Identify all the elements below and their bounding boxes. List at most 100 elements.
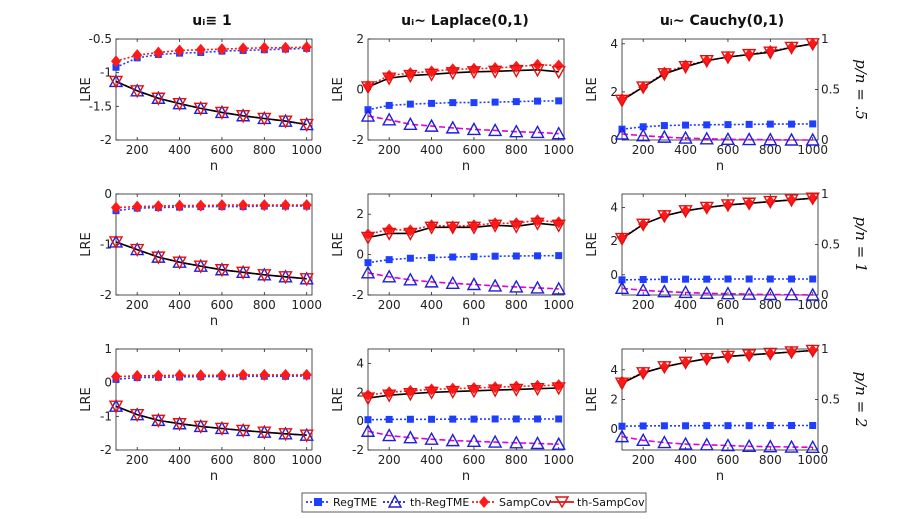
point-th-sampcov <box>466 66 482 80</box>
point-regtme <box>534 415 542 423</box>
series-line-th-regtme <box>367 430 559 445</box>
col-title-3: uᵢ∼ Cauchy(0,1) <box>660 13 784 29</box>
y-tick-label: -1 <box>100 409 112 423</box>
plot-area <box>621 348 819 451</box>
point-th-sampcov <box>257 269 272 283</box>
right-tick-label: 0.5 <box>821 83 840 97</box>
series-line-regtme <box>367 100 559 111</box>
series-group <box>614 344 820 454</box>
point-th-regtme <box>382 428 397 442</box>
point-th-sampcov <box>108 236 124 250</box>
x-tick-label: 400 <box>168 453 191 467</box>
point-th-sampcov <box>551 219 566 233</box>
y-tick-label: 0 <box>610 133 618 147</box>
point-regtme <box>534 97 542 105</box>
point-th-regtme <box>636 432 651 447</box>
point-th-regtme <box>466 277 482 291</box>
point-th-sampcov <box>193 260 208 274</box>
point-th-regtme <box>657 129 672 143</box>
point-regtme <box>428 254 436 262</box>
plot-area <box>115 193 313 296</box>
point-th-sampcov <box>193 420 208 434</box>
point-sampcov <box>638 366 649 379</box>
y-tick-label: -1 <box>100 66 112 80</box>
y-axis-label: LRE <box>585 232 600 257</box>
legend-label-regtme: RegTME <box>333 496 377 509</box>
point-sampcov <box>786 345 797 358</box>
point-th-regtme <box>678 285 693 299</box>
point-th-regtme <box>784 132 799 146</box>
point-th-sampcov <box>403 227 418 241</box>
point-regtme <box>470 253 478 261</box>
point-th-regtme <box>657 284 672 298</box>
point-sampcov <box>701 352 712 365</box>
series-line-th-sampcov <box>621 349 813 384</box>
point-th-sampcov <box>784 346 799 360</box>
x-axis-label: n <box>716 159 724 174</box>
y-tick-label: 2 <box>610 85 618 99</box>
point-th-sampcov <box>509 64 524 79</box>
point-sampcov <box>280 368 291 381</box>
point-th-sampcov <box>424 68 439 82</box>
x-tick-label: 200 <box>126 453 149 467</box>
y-tick-label: -1 <box>100 238 112 252</box>
point-th-sampcov <box>130 243 145 258</box>
x-tick-label: 200 <box>378 298 401 312</box>
point-th-regtme <box>699 437 714 451</box>
y-tick-label: -1.5 <box>89 99 112 113</box>
point-th-sampcov <box>763 195 778 210</box>
x-axis-label: n <box>716 469 724 484</box>
x-tick-label: 800 <box>505 298 528 312</box>
point-sampcov <box>659 209 670 222</box>
point-th-sampcov <box>360 392 376 406</box>
point-sampcov <box>280 199 291 212</box>
point-th-regtme <box>403 116 418 131</box>
x-tick-label: 1000 <box>543 453 574 467</box>
point-th-sampcov <box>445 221 460 235</box>
point-th-sampcov <box>235 424 251 438</box>
point-th-sampcov <box>551 66 566 80</box>
point-th-regtme <box>530 436 545 450</box>
x-tick-label: 1000 <box>291 453 322 467</box>
point-th-sampcov <box>108 75 124 89</box>
legend-item-sampcov: SampCov <box>472 496 552 509</box>
point-regtme <box>703 275 711 283</box>
point-regtme <box>809 120 817 128</box>
point-sampcov <box>786 193 797 206</box>
point-th-sampcov <box>424 386 439 400</box>
row-label: p/n = 2 <box>852 372 870 428</box>
y-tick-label: 0 <box>104 376 112 390</box>
point-th-sampcov <box>805 344 820 358</box>
point-th-sampcov <box>445 67 460 81</box>
point-regtme <box>809 275 817 283</box>
point-sampcov <box>216 369 227 382</box>
point-regtme <box>660 275 668 283</box>
point-sampcov <box>680 204 691 217</box>
panel-r1-c2: 200 400 600 800 1000 -2 0 2 n LRE <box>331 32 574 174</box>
point-regtme <box>703 422 711 430</box>
series-line-th-regtme <box>367 115 559 135</box>
point-sampcov <box>259 368 270 381</box>
series-group <box>614 37 820 146</box>
series-line-regtme <box>367 254 559 264</box>
point-th-regtme <box>530 280 545 294</box>
point-th-regtme <box>424 274 439 288</box>
point-sampcov <box>765 195 776 208</box>
point-regtme <box>660 122 668 130</box>
point-th-sampcov <box>699 352 714 367</box>
point-regtme <box>512 252 520 260</box>
point-th-sampcov <box>235 110 251 124</box>
point-th-regtme <box>678 436 693 450</box>
x-tick-label: 800 <box>253 453 276 467</box>
point-regtme <box>639 422 647 430</box>
panel-r3-c2: 200 400 600 800 1000 -2 0 2 4 n LRE <box>331 348 574 484</box>
point-th-sampcov <box>299 118 314 132</box>
point-regtme <box>534 252 542 260</box>
point-regtme <box>682 422 690 430</box>
point-th-regtme <box>657 435 672 449</box>
x-tick-label: 800 <box>759 143 782 157</box>
point-th-sampcov <box>805 192 820 206</box>
x-tick-label: 400 <box>168 298 191 312</box>
point-th-sampcov <box>299 429 314 443</box>
series-group <box>108 199 314 287</box>
